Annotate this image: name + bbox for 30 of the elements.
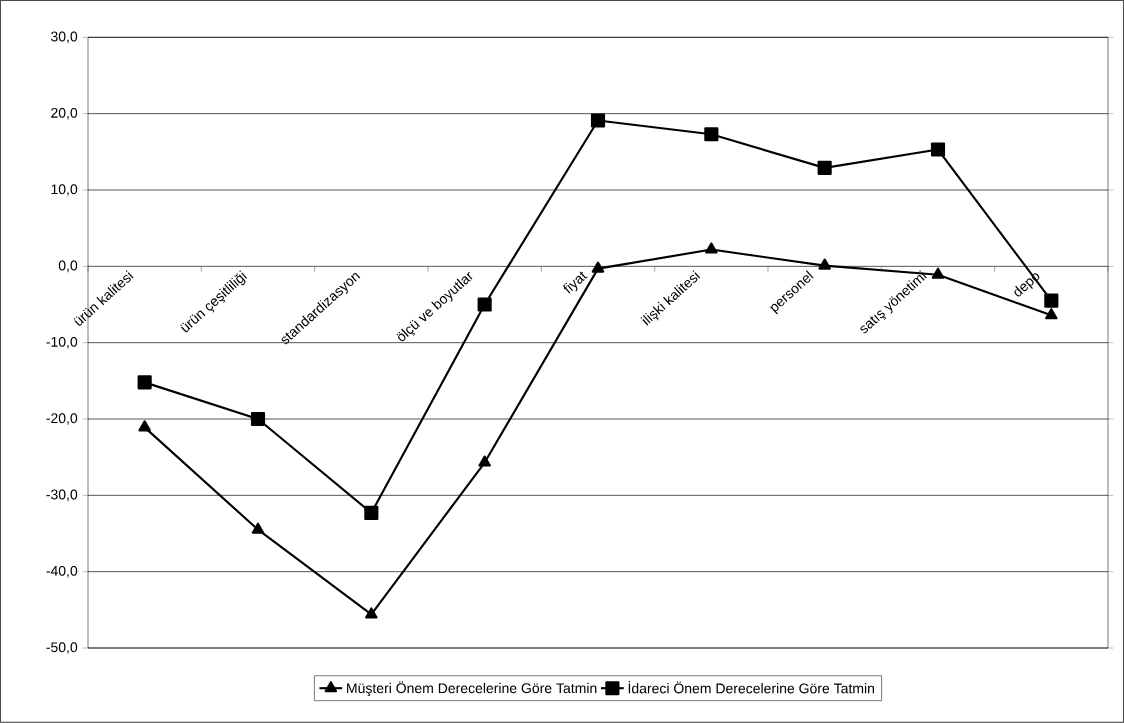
point [1044, 293, 1059, 308]
legend-label: İdareci Önem Derecelerine Göre Tatmin [628, 681, 874, 694]
legend-label: Müşteri Önem Derecelerine Göre Tatmin [347, 681, 597, 697]
point [930, 142, 946, 157]
point [477, 297, 492, 312]
point [590, 113, 606, 128]
y-tick-label: 20,0 [51, 108, 78, 120]
y-tick-label: 30,0 [51, 31, 78, 44]
y-tick-label: 10,0 [51, 184, 78, 196]
y-tick-label: -40,0 [46, 566, 78, 578]
point [251, 522, 265, 534]
point [1045, 308, 1058, 320]
point [705, 242, 718, 254]
point [591, 261, 605, 273]
y-tick-label: -50,0 [46, 642, 78, 654]
point [364, 505, 379, 521]
point [250, 412, 266, 427]
point [704, 127, 719, 142]
point [817, 160, 832, 176]
y-tick-label: -30,0 [46, 489, 78, 502]
point [138, 420, 151, 432]
y-tick-label: -10,0 [46, 337, 78, 349]
point [478, 455, 491, 467]
y-tick-label: 0,0 [58, 260, 78, 273]
point [931, 267, 945, 279]
x-tick-label: fiyat [563, 271, 588, 294]
y-tick-label: -20,0 [46, 413, 78, 425]
point [137, 375, 152, 390]
point [818, 258, 831, 270]
point [365, 607, 378, 619]
